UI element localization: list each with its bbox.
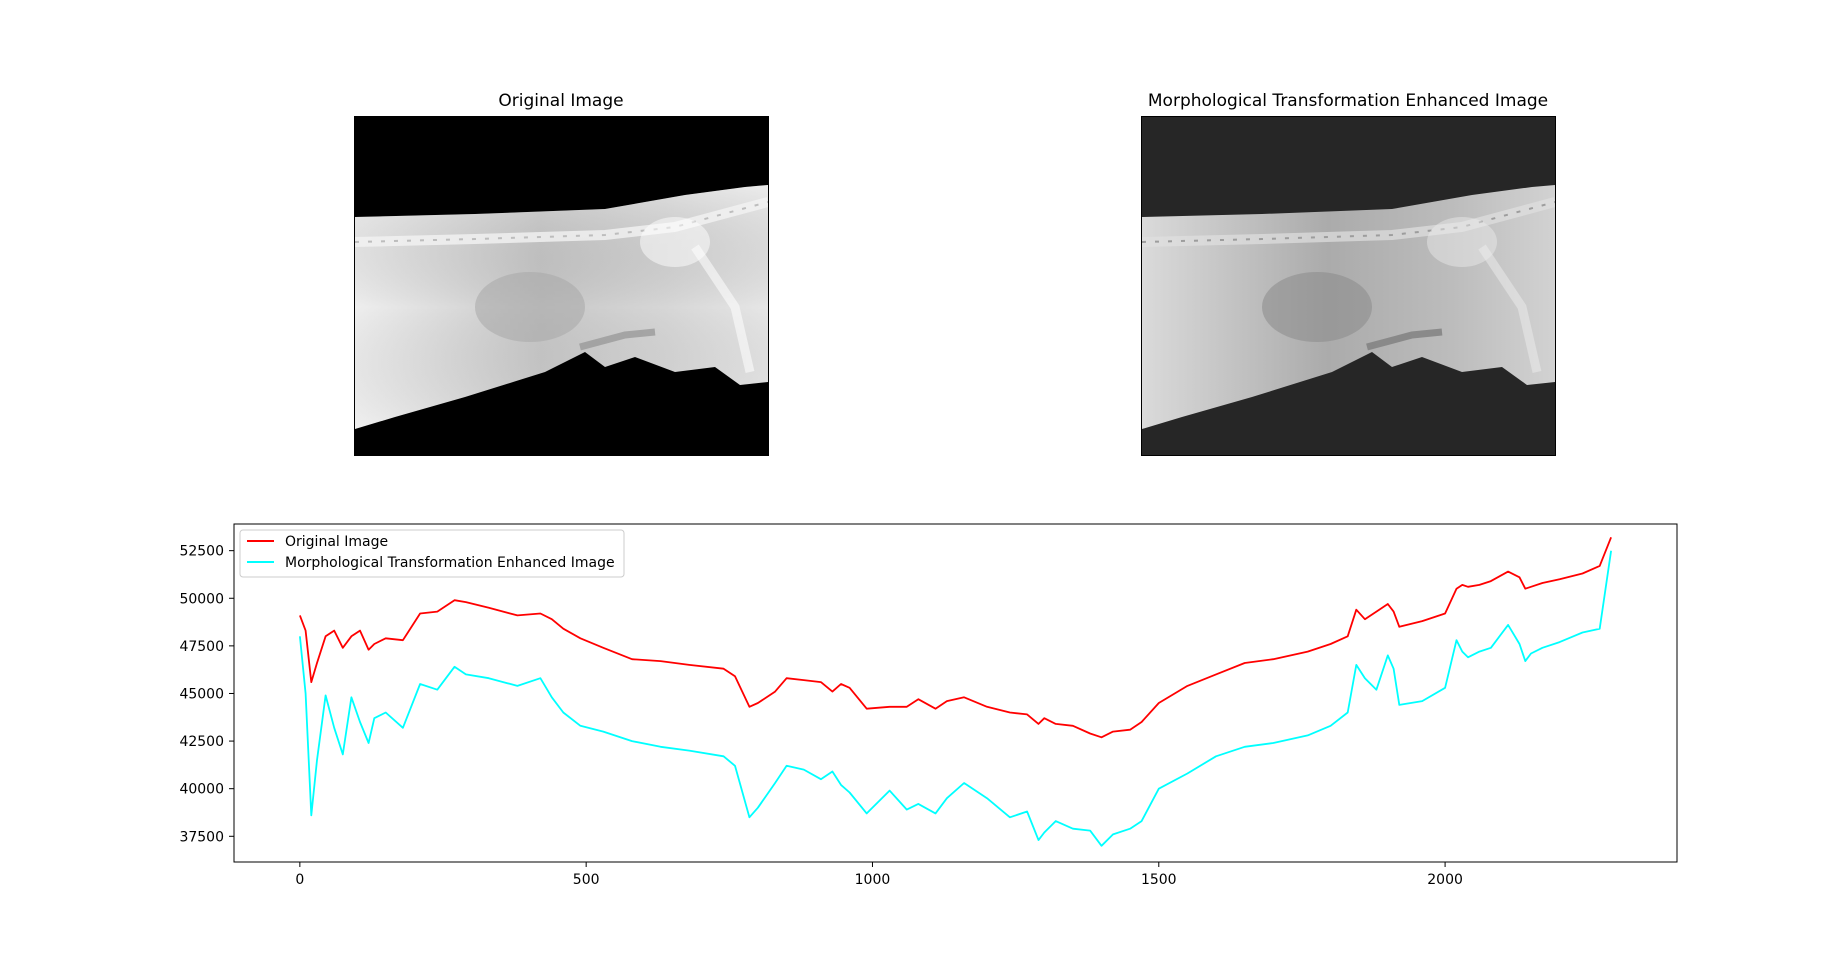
series-line-original [299,536,1612,739]
y-tick-label: 40000 [179,782,224,798]
series-layer [299,536,1612,847]
original-image [354,116,769,456]
legend-label-original: Original Image [285,534,388,550]
panel-title-original: Original Image [498,91,624,111]
x-tick-label: 1000 [855,872,891,888]
x-tick-label: 2000 [1427,872,1463,888]
y-tick-label: 45000 [179,686,224,702]
y-tick-label: 42500 [179,734,224,750]
y-tick-label: 50000 [179,591,224,607]
legend-box [239,529,625,578]
y-tick-label: 37500 [179,829,224,845]
x-tick-label: 500 [573,872,600,888]
enhanced-xray-graphic [1142,185,1555,429]
series-line-enhanced [299,550,1612,847]
y-tick-label: 52500 [179,544,224,560]
y-tick-label: 47500 [179,639,224,655]
x-tick-label: 1500 [1141,872,1177,888]
legend-label-enhanced: Morphological Transformation Enhanced Im… [285,555,615,571]
y-axis: 37500 40000 42500 45000 47500 50000 52500 [179,544,234,845]
x-tick-label: 0 [295,872,304,888]
x-axis: 0 500 1000 1500 2000 [295,862,1463,888]
enhanced-image [1141,116,1556,456]
legend: Original Image Morphological Transformat… [239,529,625,578]
original-xray-graphic [355,185,768,429]
panel-title-enhanced: Morphological Transformation Enhanced Im… [1147,91,1549,111]
